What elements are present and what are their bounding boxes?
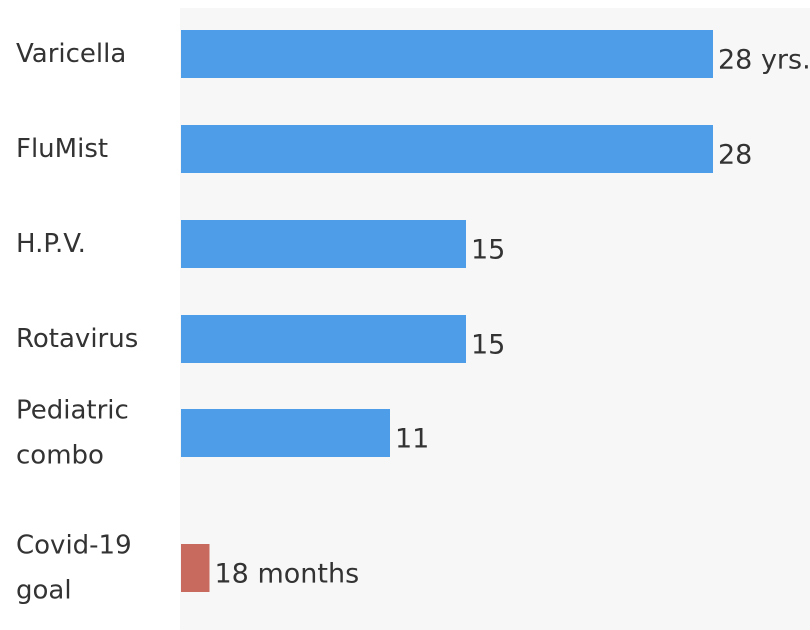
category-label-line: Pediatric <box>16 396 129 426</box>
bar <box>181 315 466 363</box>
category-label-line: Varicella <box>16 39 126 69</box>
category-label: FluMist <box>16 134 108 164</box>
category-label-line: H.P.V. <box>16 229 86 259</box>
value-label: 15 <box>471 330 505 361</box>
value-label: 28 <box>718 140 752 171</box>
value-label: 18 months <box>215 559 360 590</box>
bar <box>181 125 713 173</box>
category-label: Rotavirus <box>16 324 138 354</box>
value-label: 11 <box>395 424 429 455</box>
value-label: 15 <box>471 235 505 266</box>
bar <box>181 220 466 268</box>
bar <box>181 544 210 592</box>
category-label: Covid-19 goal <box>16 531 132 606</box>
category-label-line: Rotavirus <box>16 324 138 354</box>
category-label-line: combo <box>16 441 104 471</box>
category-label: H.P.V. <box>16 229 86 259</box>
bar <box>181 409 390 457</box>
category-label-line: Covid-19 <box>16 531 132 561</box>
bar <box>181 30 713 78</box>
category-label: Pediatric combo <box>16 396 129 471</box>
value-label: 28 yrs. <box>718 45 810 76</box>
category-label-line: goal <box>16 576 72 606</box>
category-label-line: FluMist <box>16 134 108 164</box>
category-label: Varicella <box>16 39 126 69</box>
